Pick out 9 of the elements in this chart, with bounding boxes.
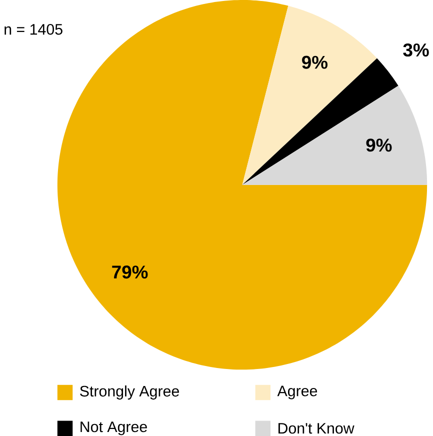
- data-label: 9%: [366, 138, 392, 152]
- data-label: 9%: [302, 56, 328, 69]
- legend-label: Not Agree: [80, 422, 147, 436]
- data-label: 79%: [112, 266, 148, 279]
- legend-label: Agree: [277, 386, 318, 400]
- data-label: 3%: [403, 43, 429, 57]
- legend-label: Don't Know: [278, 423, 354, 434]
- text: n = 1405: [4, 24, 62, 35]
- legend-label: Strongly Agree: [80, 385, 180, 400]
